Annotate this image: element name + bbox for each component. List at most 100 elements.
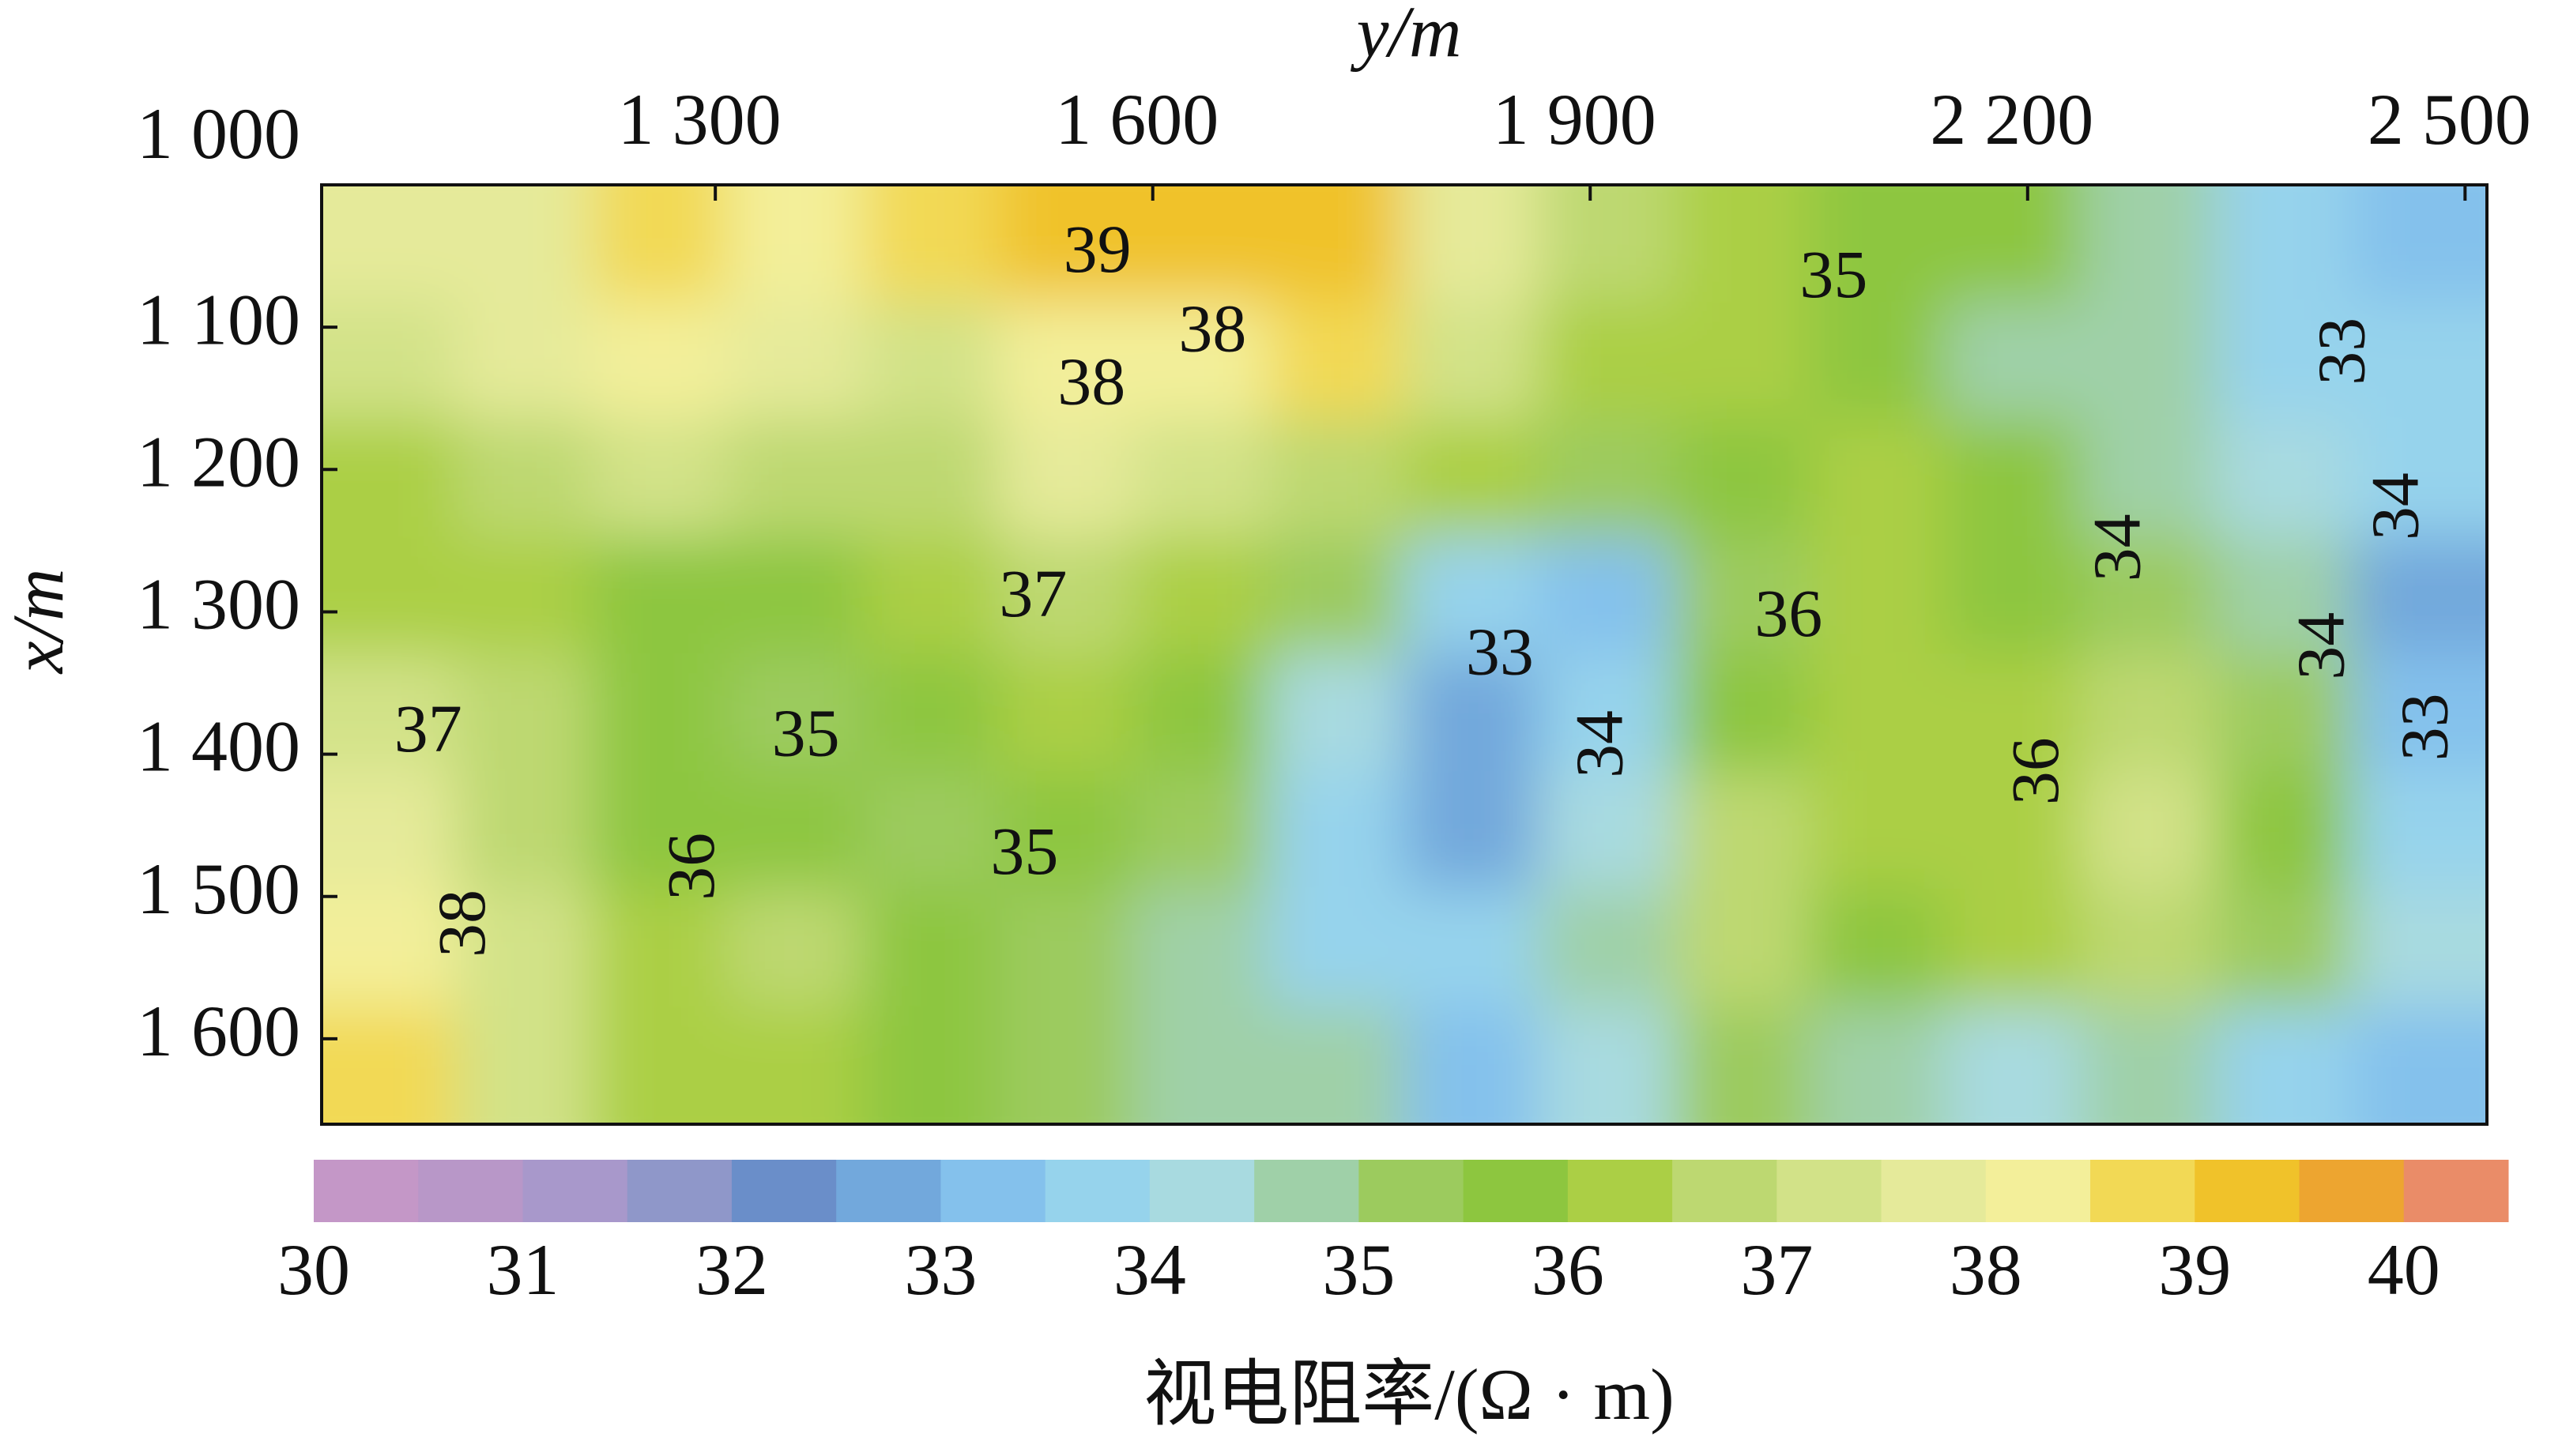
field-cell	[1132, 888, 1270, 1008]
x-tick-label: 1 600	[137, 991, 300, 1071]
field-cell	[1674, 301, 1811, 421]
colorbar-swatch	[2403, 1160, 2509, 1222]
field-cell	[591, 771, 729, 890]
field-cell	[456, 536, 593, 656]
field-cell	[2080, 771, 2217, 890]
field-cell	[1132, 301, 1270, 421]
contour-label: 33	[2303, 318, 2379, 386]
colorbar-swatch	[1567, 1160, 1673, 1222]
field-cell	[591, 653, 729, 773]
field-cell	[726, 185, 864, 303]
field-cell	[1945, 536, 2082, 656]
field-cell	[1945, 653, 2082, 773]
contour-label: 36	[653, 833, 729, 901]
field-cell	[997, 536, 1135, 656]
y-tick-label: 2 500	[2368, 79, 2531, 160]
field-cell	[322, 653, 458, 773]
field-cell	[862, 185, 1000, 303]
colorbar-tick-label: 38	[1950, 1229, 2022, 1310]
contour-label: 35	[772, 694, 840, 770]
y-tick-label: 2 200	[1930, 79, 2093, 160]
contour-label: 36	[1997, 737, 2073, 805]
field-cell	[997, 185, 1135, 303]
field-cell	[591, 185, 729, 303]
field-cell	[1539, 653, 1676, 773]
field-cell	[456, 653, 593, 773]
field-cell	[1945, 1006, 2082, 1124]
field-cell	[2215, 1006, 2353, 1124]
field-cell	[1674, 771, 1811, 890]
field-cell	[2080, 536, 2217, 656]
y-tick-label: 1 600	[1055, 79, 1219, 160]
colorbar-tick-label: 37	[1740, 1229, 1813, 1310]
field-cell	[1539, 536, 1676, 656]
field-cell	[862, 301, 1000, 421]
x-tick-label: 1 500	[137, 848, 300, 929]
field-cell	[1268, 1006, 1405, 1124]
contour-label: 38	[1178, 291, 1246, 367]
field-cell	[1268, 653, 1405, 773]
contour-label: 37	[394, 690, 462, 766]
field-cell	[1539, 185, 1676, 303]
field-cell	[1268, 185, 1405, 303]
field-cell	[2350, 419, 2487, 538]
colorbar-swatch	[731, 1160, 837, 1222]
colorbar-tick-label: 32	[695, 1229, 768, 1310]
field-cell	[591, 1006, 729, 1124]
field-cell	[2080, 653, 2217, 773]
x-tick-label: 1 100	[137, 279, 300, 359]
contour-label: 35	[990, 813, 1058, 889]
colorbar-label: 视电阻率/(Ω · m)	[1143, 1354, 1674, 1435]
colorbar-tick-label: 34	[1113, 1229, 1186, 1310]
field-cell	[2080, 888, 2217, 1008]
plot-frame	[320, 183, 2489, 1126]
field-cell	[726, 888, 864, 1008]
field-cell	[2215, 419, 2353, 538]
y-tick-label: 1 900	[1493, 79, 1656, 160]
field-cell	[1268, 888, 1405, 1008]
contour-label: 34	[2357, 472, 2433, 540]
contour-label: 37	[999, 555, 1067, 631]
field-cell	[322, 301, 458, 421]
field-cell	[1132, 771, 1270, 890]
field-cell	[1539, 888, 1676, 1008]
field-cell	[862, 888, 1000, 1008]
colorbar-swatch	[940, 1160, 1046, 1222]
field-cell	[2080, 419, 2217, 538]
field-cell	[2215, 888, 2353, 1008]
field-cell	[862, 536, 1000, 656]
x-tick-label: 1 000	[137, 93, 300, 174]
field-cell	[322, 888, 458, 1008]
field-cell	[1403, 536, 1541, 656]
field-cell	[1539, 419, 1676, 538]
field-cell	[1403, 301, 1541, 421]
colorbar-tick-label: 33	[904, 1229, 977, 1310]
colorbar-swatch	[418, 1160, 523, 1222]
contour-label: 36	[1754, 575, 1822, 651]
field-cell	[1945, 888, 2082, 1008]
field-cell	[1945, 185, 2082, 303]
field-cell	[591, 536, 729, 656]
field-cell	[1674, 536, 1811, 656]
field-cell	[1403, 185, 1541, 303]
colorbar-swatch	[1776, 1160, 1882, 1222]
field-cell	[322, 536, 458, 656]
field-cell	[1945, 301, 2082, 421]
field-cell	[862, 419, 1000, 538]
x-tick-label: 1 300	[137, 564, 300, 645]
field-cell	[862, 653, 1000, 773]
field-cell	[1403, 1006, 1541, 1124]
field-cell	[1809, 771, 1946, 890]
colorbar-swatch	[2195, 1160, 2300, 1222]
colorbar-swatch	[2090, 1160, 2195, 1222]
field-cell	[1132, 536, 1270, 656]
field-cell	[1268, 419, 1405, 538]
colorbar-tick-label: 40	[2368, 1229, 2440, 1310]
colorbar-tick-label: 35	[1322, 1229, 1395, 1310]
field-cell	[1809, 653, 1946, 773]
field-cell	[1809, 888, 1946, 1008]
field-cell	[2350, 301, 2487, 421]
colorbar-swatch	[1672, 1160, 1777, 1222]
field-cell	[1132, 419, 1270, 538]
